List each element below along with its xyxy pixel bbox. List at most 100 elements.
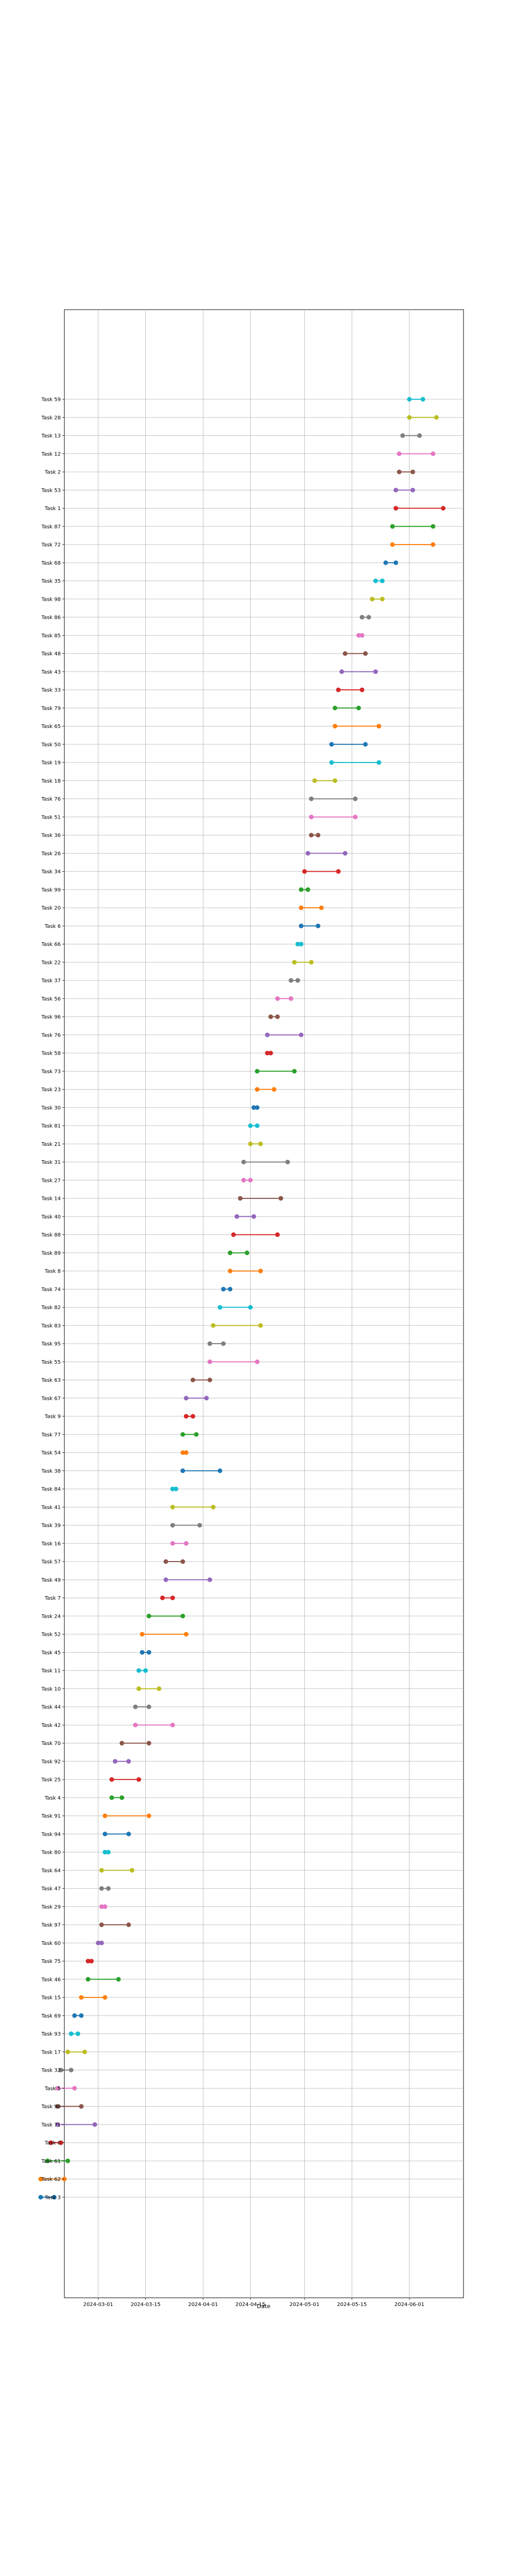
y-tick-label: Task 24 (41, 1614, 61, 1619)
y-tick-label: Task 84 (41, 1487, 61, 1493)
y-tick-label: Task 60 (41, 1941, 61, 1946)
start-point (55, 2122, 60, 2127)
y-tick-label: Task 80 (41, 1850, 61, 1856)
start-point (329, 760, 334, 765)
y-tick-label: Task 7 (44, 1596, 61, 1601)
start-point (170, 1523, 175, 1528)
end-point (79, 2104, 84, 2109)
end-point (207, 1577, 212, 1582)
start-point (400, 433, 405, 438)
start-point (397, 451, 402, 456)
end-point (417, 433, 422, 438)
y-tick-label: Task 32 (41, 2068, 61, 2074)
end-point (420, 397, 425, 402)
y-tick-label: Task 88 (41, 1232, 61, 1238)
start-point (79, 1995, 84, 2000)
start-point (180, 1450, 185, 1455)
start-point (85, 1959, 91, 1963)
y-tick-label: Task 29 (41, 1904, 61, 1910)
x-tick-label: 2024-04-15 (235, 2302, 265, 2308)
start-point (407, 397, 412, 402)
end-point (146, 1814, 151, 1818)
end-point (319, 905, 324, 910)
start-point (180, 1468, 185, 1473)
y-tick-label: Task 49 (41, 1578, 61, 1583)
end-point (52, 2195, 57, 2200)
start-point (359, 615, 365, 620)
end-point (316, 923, 321, 928)
y-tick-label: Task 14 (41, 1196, 61, 1202)
start-point (58, 2067, 63, 2073)
end-point (332, 778, 337, 783)
end-point (191, 1414, 196, 1419)
y-tick-label: Task 2 (44, 470, 61, 476)
y-tick-label: Task 74 (41, 1287, 61, 1293)
end-point (258, 1268, 263, 1274)
start-point (96, 1940, 101, 1945)
start-point (373, 579, 378, 583)
y-tick-label: Task 39 (41, 1523, 61, 1529)
end-point (129, 1868, 134, 1873)
end-point (275, 1232, 280, 1237)
end-point (89, 1959, 94, 1963)
y-tick-label: Task 9 (44, 1414, 61, 1420)
x-tick-label: 2024-03-01 (83, 2302, 113, 2308)
end-point (106, 1886, 111, 1891)
y-tick-label: Task 37 (41, 978, 61, 984)
x-axis-label: Date (257, 2303, 271, 2310)
y-tick-label: Task 35 (41, 579, 61, 584)
start-point (170, 1486, 175, 1492)
start-point (99, 1904, 104, 1909)
start-point (136, 1668, 141, 1673)
y-tick-label: Task 53 (41, 488, 61, 494)
end-point (359, 687, 365, 692)
end-point (305, 887, 311, 892)
y-tick-label: Task 64 (41, 1868, 61, 1874)
start-point (234, 1214, 239, 1219)
start-point (231, 1232, 236, 1237)
end-point (288, 996, 294, 1001)
start-point (390, 524, 395, 529)
y-tick-label: Task 68 (41, 561, 61, 566)
start-point (295, 942, 300, 946)
y-tick-label: Task 46 (41, 1977, 61, 1982)
y-tick-label: Task 15 (41, 1995, 61, 2001)
end-point (342, 851, 348, 856)
start-point (163, 1559, 168, 1564)
end-point (410, 487, 415, 493)
y-tick-label: Task 61 (41, 2159, 61, 2164)
y-tick-label: Task 83 (41, 1323, 61, 1329)
y-tick-label: Task 4 (44, 1795, 61, 1801)
end-point (254, 1123, 260, 1128)
start-point (305, 851, 311, 856)
end-point (245, 1250, 250, 1256)
y-tick-label: Task 11 (41, 1668, 61, 1674)
start-point (99, 1886, 104, 1891)
y-tick-label: Task 73 (41, 1069, 61, 1075)
y-tick-label: Task 93 (41, 2031, 61, 2037)
end-point (251, 1214, 256, 1219)
start-point (119, 1741, 125, 1745)
y-tick-label: Task 22 (41, 960, 61, 965)
start-point (55, 2104, 60, 2109)
start-point (102, 1814, 108, 1818)
start-point (221, 1286, 226, 1292)
y-tick-label: Task 21 (41, 1142, 61, 1147)
x-tick-label: 2024-03-15 (131, 2302, 161, 2308)
y-tick-label: Task 98 (41, 597, 61, 602)
start-point (55, 2086, 60, 2091)
end-point (380, 597, 385, 602)
start-point (136, 1686, 141, 1691)
y-tick-label: Task 63 (41, 1378, 61, 1383)
start-point (254, 1087, 260, 1092)
start-point (238, 1196, 243, 1201)
y-tick-label: Task 0 (44, 2141, 61, 2146)
y-tick-label: Task 67 (41, 1396, 61, 1401)
start-point (109, 1777, 114, 1782)
start-point (241, 1160, 246, 1164)
end-point (217, 1468, 222, 1473)
start-point (248, 1141, 253, 1146)
start-point (183, 1414, 188, 1419)
end-point (58, 2140, 63, 2145)
